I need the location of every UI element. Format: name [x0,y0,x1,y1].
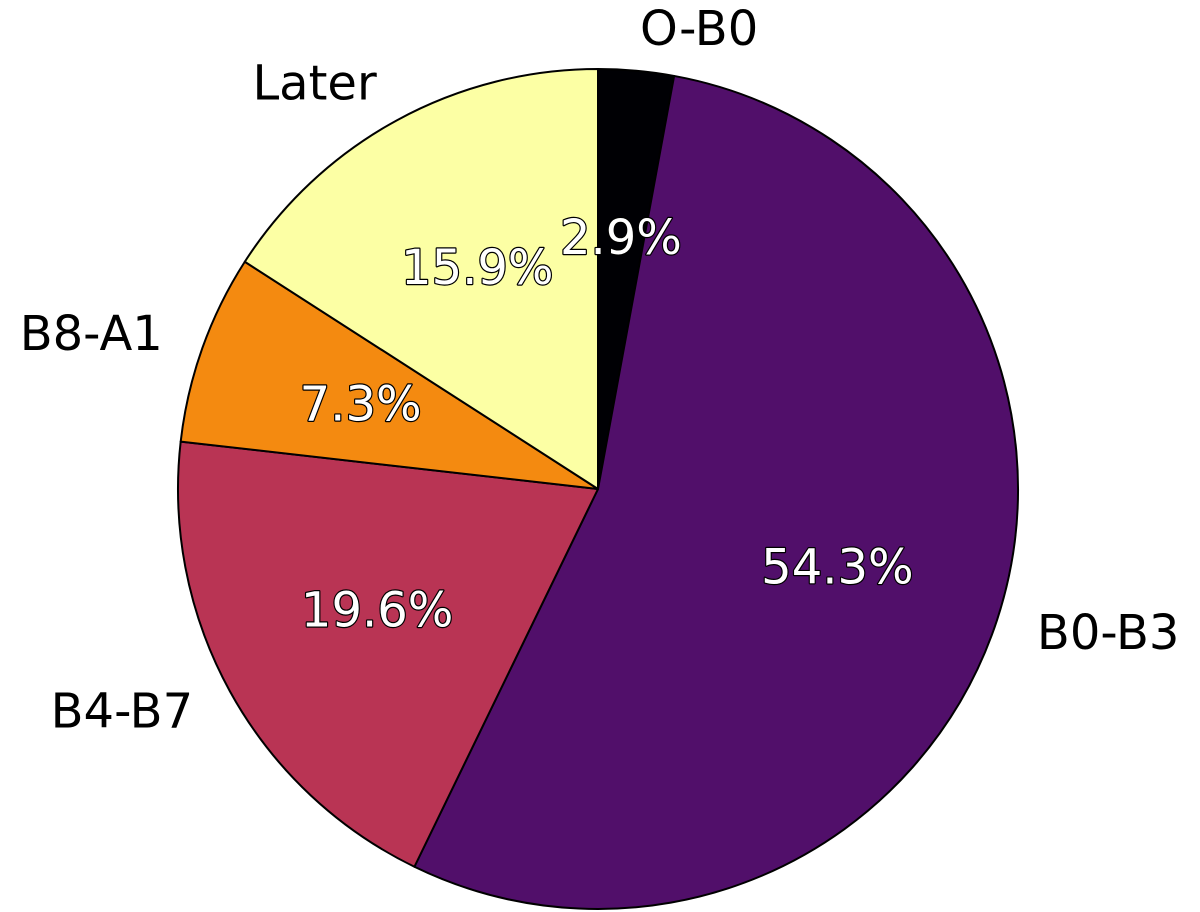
percent-label-b4-b7: 19.6% [301,582,453,638]
pie-slice-b8-a1 [179,260,599,490]
pie-slice-later [243,68,599,490]
category-label-o-b0: O-B0 [640,1,758,57]
percent-labels: 2.9% 54.3% 19.6% 7.3% 15.9% [298,209,914,640]
category-labels: O-B0 B0-B3 B4-B7 B8-A1 Later [20,1,1180,740]
percent-label-b0-b3: 54.3% [761,540,913,596]
percent-label-o-b0: 2.9% [560,210,682,266]
category-label-b4-b7: B4-B7 [51,684,194,740]
percent-label-later: 15.9% [401,240,553,296]
category-label-b8-a1: B8-A1 [20,306,163,362]
percent-label-b8-a1: 7.3% [300,376,422,432]
pie-slice-b0-b3 [413,74,1019,910]
pie-slice-b4-b7 [177,440,599,868]
pie-slices [177,68,1019,910]
category-label-b0-b3: B0-B3 [1037,605,1180,661]
category-label-later: Later [252,55,377,111]
